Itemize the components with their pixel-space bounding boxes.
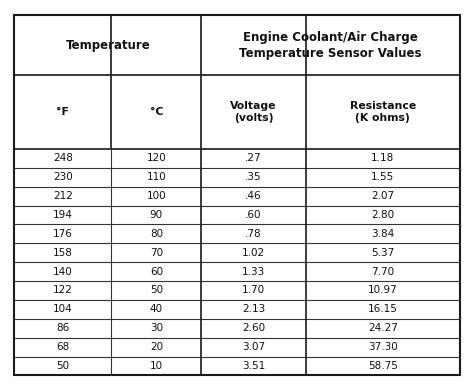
- Text: 1.70: 1.70: [242, 286, 265, 296]
- Text: 194: 194: [53, 210, 73, 220]
- Text: 80: 80: [150, 229, 163, 239]
- Text: Resistance
(K ohms): Resistance (K ohms): [350, 101, 416, 123]
- Text: 70: 70: [150, 248, 163, 258]
- Text: 158: 158: [53, 248, 73, 258]
- Text: .27: .27: [245, 153, 262, 163]
- Text: 2.80: 2.80: [371, 210, 394, 220]
- Text: 248: 248: [53, 153, 73, 163]
- Text: 140: 140: [53, 267, 73, 277]
- Text: 1.02: 1.02: [242, 248, 265, 258]
- Text: 16.15: 16.15: [368, 304, 398, 314]
- Text: Temperature: Temperature: [65, 39, 150, 52]
- Text: 50: 50: [150, 286, 163, 296]
- Text: 1.33: 1.33: [242, 267, 265, 277]
- Text: Engine Coolant/Air Charge
Temperature Sensor Values: Engine Coolant/Air Charge Temperature Se…: [239, 31, 422, 60]
- Text: 2.07: 2.07: [371, 191, 394, 201]
- Text: 104: 104: [53, 304, 73, 314]
- Text: °C: °C: [150, 107, 163, 117]
- Text: 90: 90: [150, 210, 163, 220]
- Text: .46: .46: [245, 191, 262, 201]
- Text: 86: 86: [56, 323, 69, 333]
- Text: 212: 212: [53, 191, 73, 201]
- Text: 10.97: 10.97: [368, 286, 398, 296]
- Text: 68: 68: [56, 342, 69, 352]
- Text: 2.60: 2.60: [242, 323, 265, 333]
- Text: Voltage
(volts): Voltage (volts): [230, 101, 277, 123]
- Text: 10: 10: [150, 361, 163, 371]
- Text: .78: .78: [245, 229, 262, 239]
- Text: .60: .60: [246, 210, 262, 220]
- Text: 20: 20: [150, 342, 163, 352]
- Text: 110: 110: [146, 172, 166, 182]
- Text: 30: 30: [150, 323, 163, 333]
- Text: 50: 50: [56, 361, 69, 371]
- Text: .35: .35: [245, 172, 262, 182]
- Text: 230: 230: [53, 172, 73, 182]
- Text: 3.84: 3.84: [371, 229, 394, 239]
- Text: 3.07: 3.07: [242, 342, 265, 352]
- Text: 40: 40: [150, 304, 163, 314]
- Text: 120: 120: [146, 153, 166, 163]
- Text: 58.75: 58.75: [368, 361, 398, 371]
- Text: 122: 122: [53, 286, 73, 296]
- Text: 1.55: 1.55: [371, 172, 394, 182]
- Text: 176: 176: [53, 229, 73, 239]
- Text: 3.51: 3.51: [242, 361, 265, 371]
- Text: 2.13: 2.13: [242, 304, 265, 314]
- Text: °F: °F: [56, 107, 69, 117]
- Text: 7.70: 7.70: [371, 267, 394, 277]
- Text: 60: 60: [150, 267, 163, 277]
- Text: 24.27: 24.27: [368, 323, 398, 333]
- Text: 5.37: 5.37: [371, 248, 394, 258]
- Text: 100: 100: [146, 191, 166, 201]
- Text: 1.18: 1.18: [371, 153, 394, 163]
- Text: 37.30: 37.30: [368, 342, 398, 352]
